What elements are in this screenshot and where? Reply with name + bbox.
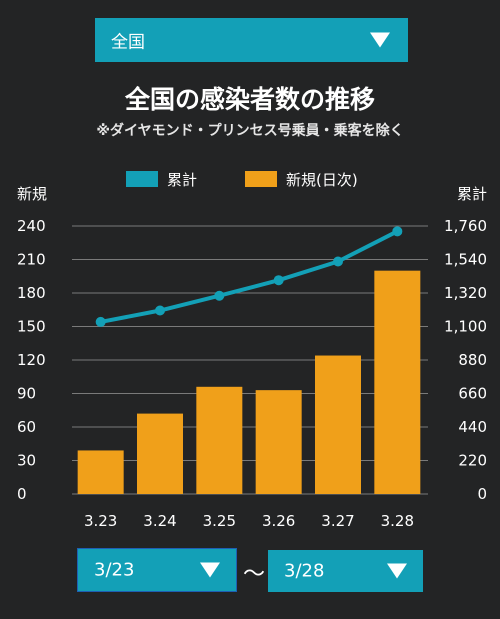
y-right-tick-label: 1,100 xyxy=(444,318,487,336)
y-right-tick-label: 1,320 xyxy=(444,284,487,302)
x-tick-label: 3.26 xyxy=(262,512,295,530)
y-right-axis-title: 累計 xyxy=(457,185,487,203)
y-left-axis-title: 新規 xyxy=(17,185,47,203)
dropdown-arrow-icon xyxy=(200,562,220,578)
y-left-tick-label: 240 xyxy=(17,217,46,235)
y-left-tick-label: 60 xyxy=(17,418,36,436)
y-right-tick-label: 1,540 xyxy=(444,251,487,269)
x-tick-label: 3.24 xyxy=(143,512,176,530)
line-cumulative xyxy=(100,229,399,324)
legend: 累計 新規(日次) xyxy=(126,171,358,189)
region-select[interactable]: 全国 xyxy=(95,18,408,62)
bar-new-cases xyxy=(196,386,243,494)
y-left-tick-label: 120 xyxy=(17,351,46,369)
x-tick-label: 3.25 xyxy=(203,512,236,530)
line-point-cumulative xyxy=(95,316,106,327)
x-tick-label: 3.28 xyxy=(381,512,414,530)
y-right-tick-label: 660 xyxy=(458,385,487,403)
y-right-tick-label: 220 xyxy=(458,452,487,470)
legend-swatch-cumulative xyxy=(126,171,158,187)
dropdown-arrow-icon xyxy=(387,563,407,579)
start-date-select[interactable]: 3/23 xyxy=(77,548,237,592)
line-series xyxy=(95,226,403,327)
start-date-value: 3/23 xyxy=(94,559,135,581)
legend-swatch-new xyxy=(245,171,277,187)
bar-new-cases xyxy=(77,450,124,494)
y-left-tick-label: 90 xyxy=(17,385,36,403)
bar-series xyxy=(77,270,421,494)
legend-label-new: 新規(日次) xyxy=(286,171,358,189)
y-right-tick-label: 440 xyxy=(458,418,487,436)
range-separator: 〜 xyxy=(242,562,265,587)
line-point-cumulative xyxy=(273,275,284,286)
line-point-cumulative xyxy=(392,226,403,237)
bar-new-cases xyxy=(315,355,361,494)
legend-label-cumulative: 累計 xyxy=(167,171,197,189)
chart-subtitle: ※ダイヤモンド・プリンセス号乗員・乗客を除く xyxy=(96,123,404,139)
x-tick-label: 3.27 xyxy=(321,512,354,530)
axes: 0 0 30 220 60 440 90 660 120 880 150 1,100 180 1,320 2… xyxy=(17,185,487,530)
y-left-tick-label: 0 xyxy=(17,485,27,503)
y-left-tick-label: 150 xyxy=(17,318,46,336)
line-point-cumulative xyxy=(214,290,225,301)
y-left-tick-label: 210 xyxy=(17,251,46,269)
chart-canvas: 0 0 30 220 60 440 90 660 120 880 150 1,100 180 1,320 2… xyxy=(17,171,487,530)
bar-new-cases xyxy=(255,390,302,494)
end-date-select[interactable]: 3/28 xyxy=(268,550,423,592)
y-right-tick-label: 0 xyxy=(477,485,487,503)
region-select-value: 全国 xyxy=(111,32,145,53)
dropdown-arrow-icon xyxy=(370,32,390,48)
grid-lines xyxy=(72,225,428,495)
line-point-cumulative xyxy=(155,305,165,316)
y-right-tick-label: 1,760 xyxy=(444,217,487,235)
end-date-value: 3/28 xyxy=(284,560,325,582)
bar-new-cases xyxy=(374,270,421,494)
y-left-tick-label: 30 xyxy=(17,452,36,470)
y-right-tick-label: 880 xyxy=(458,351,487,369)
bar-new-cases xyxy=(137,413,183,494)
chart-title: 全国の感染者数の推移 xyxy=(124,85,375,114)
line-point-cumulative xyxy=(333,256,343,267)
y-left-tick-label: 180 xyxy=(17,284,46,302)
x-tick-label: 3.23 xyxy=(84,512,117,530)
